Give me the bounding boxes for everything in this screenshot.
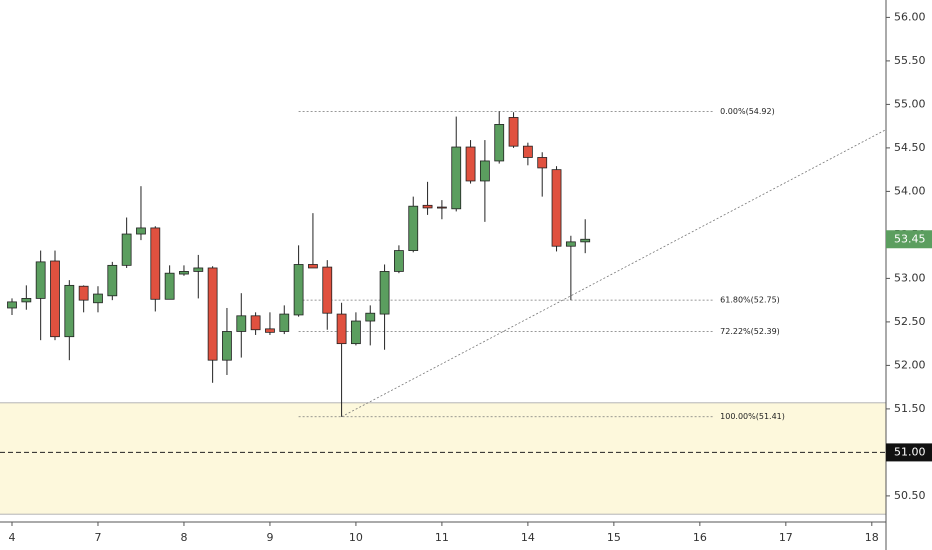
fib-label: 61.80%(52.75) (720, 296, 780, 305)
x-tick-label: 15 (607, 531, 621, 544)
candle-body (522, 145, 533, 158)
y-tick-label: 52.50 (894, 315, 926, 328)
candle-body (436, 206, 447, 209)
candle-body (465, 146, 476, 182)
x-tick-label: 9 (266, 531, 273, 544)
candle-body (21, 298, 32, 303)
candle-body (250, 315, 261, 331)
candle-body (279, 313, 290, 332)
y-tick-label: 51.50 (894, 402, 926, 415)
y-tick-label: 56.00 (894, 10, 926, 23)
candle-body (451, 146, 462, 210)
x-tick-label: 7 (94, 531, 101, 544)
candle-body (408, 205, 419, 251)
candle-body (351, 320, 361, 345)
candle-body (35, 261, 46, 299)
y-tick-label: 53.00 (894, 271, 926, 284)
candle-body (207, 267, 218, 361)
candle-body (64, 284, 75, 338)
fib-label: 100.00%(51.41) (720, 412, 785, 421)
candle-body (422, 204, 433, 209)
y-tick-label: 54.00 (894, 184, 926, 197)
candle-body (93, 293, 103, 304)
candle-body (179, 271, 189, 275)
candle-body (121, 233, 132, 266)
last-price-box (886, 230, 932, 249)
candle-body (164, 272, 175, 300)
candle-body (322, 266, 333, 314)
candle-body (7, 301, 17, 309)
price-line-label: 51.00 (894, 445, 926, 458)
candle-body (565, 241, 576, 247)
candle-body (222, 331, 232, 361)
zone (0, 402, 886, 515)
x-tick-label: 18 (865, 531, 879, 544)
y-tick-label: 50.50 (894, 489, 926, 502)
price-line-box (886, 443, 932, 462)
candle-body (265, 328, 275, 333)
candle-body (78, 285, 89, 301)
x-tick-label: 10 (349, 531, 363, 544)
candle-body (193, 267, 204, 272)
candle-body (336, 313, 347, 345)
x-tick-label: 17 (779, 531, 793, 544)
candle-body (236, 315, 247, 332)
x-tick-label: 14 (521, 531, 535, 544)
x-tick-label: 4 (9, 531, 16, 544)
candle-body (494, 124, 505, 162)
x-tick-label: 11 (435, 531, 449, 544)
candle-body (50, 260, 60, 338)
candle-body (293, 264, 304, 316)
candle-body (136, 227, 146, 235)
fib-label: 0.00%(54.92) (720, 107, 775, 116)
fib-label: 72.22%(52.39) (720, 327, 780, 336)
y-tick-label: 54.50 (894, 141, 926, 154)
candle-body (365, 312, 376, 322)
candle-body (508, 117, 519, 147)
candle-body (150, 227, 161, 300)
candle-body (308, 264, 318, 269)
trendline (341, 129, 887, 418)
candle-body (394, 250, 404, 272)
last-price-label: 53.45 (894, 232, 926, 245)
x-tick-label: 16 (693, 531, 707, 544)
candle-body (479, 160, 490, 182)
y-tick-label: 55.50 (894, 54, 926, 67)
candle-body (537, 157, 548, 169)
x-tick-label: 8 (180, 531, 187, 544)
candle-body (551, 169, 562, 247)
candle-body (580, 238, 591, 243)
candle-body (379, 271, 390, 315)
candle-body (107, 264, 118, 297)
y-tick-label: 52.00 (894, 358, 926, 371)
y-tick-label: 55.00 (894, 97, 926, 110)
